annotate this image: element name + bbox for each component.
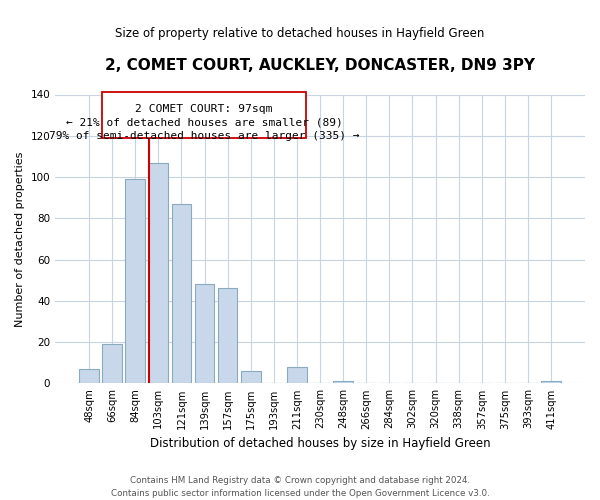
Bar (172, 204, 191, 384)
Text: Size of property relative to detached houses in Hayfield Green: Size of property relative to detached ho… (115, 28, 485, 40)
Bar (79, 369, 99, 384)
Bar (125, 179, 145, 384)
Text: Contains HM Land Registry data © Crown copyright and database right 2024.
Contai: Contains HM Land Registry data © Crown c… (110, 476, 490, 498)
Bar (287, 367, 307, 384)
Bar (103, 344, 122, 384)
Text: 79% of semi-detached houses are larger (335) →: 79% of semi-detached houses are larger (… (49, 130, 359, 140)
X-axis label: Distribution of detached houses by size in Hayfield Green: Distribution of detached houses by size … (150, 437, 490, 450)
Bar (241, 371, 260, 384)
Bar (218, 288, 238, 384)
Y-axis label: Number of detached properties: Number of detached properties (15, 152, 25, 326)
Bar (149, 162, 168, 384)
Text: ← 21% of detached houses are smaller (89): ← 21% of detached houses are smaller (89… (65, 117, 342, 127)
Bar (541, 382, 561, 384)
Title: 2, COMET COURT, AUCKLEY, DONCASTER, DN9 3PY: 2, COMET COURT, AUCKLEY, DONCASTER, DN9 … (105, 58, 535, 72)
Text: 2 COMET COURT: 97sqm: 2 COMET COURT: 97sqm (135, 104, 272, 114)
Bar (334, 382, 353, 384)
Bar (195, 284, 214, 384)
FancyBboxPatch shape (102, 92, 305, 138)
